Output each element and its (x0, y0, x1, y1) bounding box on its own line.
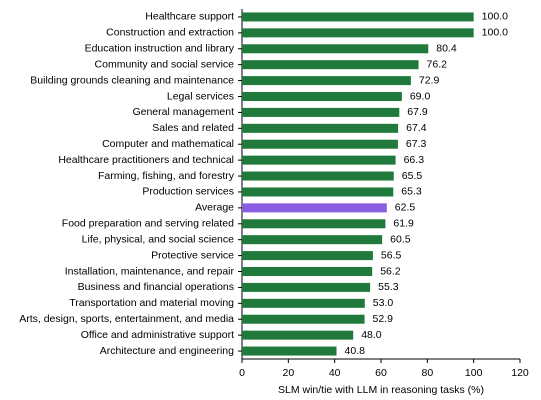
value-label: 72.9 (419, 74, 440, 86)
bar (242, 60, 419, 70)
y-tick-label: Healthcare support (145, 11, 234, 23)
bar (242, 219, 386, 229)
y-tick-label: Transportation and material moving (69, 297, 234, 309)
x-tick-label: 20 (282, 367, 294, 379)
value-label: 100.0 (482, 27, 508, 39)
value-label: 56.2 (380, 265, 401, 277)
bar (242, 123, 399, 133)
x-tick-label: 60 (375, 367, 387, 379)
x-tick-label: 120 (511, 367, 529, 379)
value-label: 69.0 (410, 90, 431, 102)
value-label: 40.8 (345, 345, 366, 357)
x-tick-label: 80 (421, 367, 433, 379)
bar (242, 12, 474, 22)
y-tick-label: Architecture and engineering (100, 345, 234, 357)
value-label: 100.0 (482, 11, 508, 23)
value-label: 60.5 (390, 233, 411, 245)
value-label: 76.2 (427, 58, 448, 70)
bar (242, 330, 354, 340)
x-tick-label: 40 (329, 367, 341, 379)
x-tick-label: 0 (239, 367, 245, 379)
y-tick-label: Protective service (151, 249, 234, 261)
value-label: 67.3 (406, 138, 427, 150)
y-tick-label: Sales and related (152, 122, 234, 134)
y-tick-label: Food preparation and serving related (62, 218, 234, 230)
y-tick-label: Computer and mathematical (102, 138, 234, 150)
value-label: 55.3 (378, 281, 399, 293)
y-tick-label: Installation, maintenance, and repair (65, 265, 235, 277)
bar (242, 92, 402, 101)
value-label: 80.4 (436, 43, 457, 55)
value-label: 67.9 (407, 106, 428, 118)
y-tick-label: Construction and extraction (106, 27, 234, 39)
value-label: 48.0 (361, 329, 382, 341)
bar (242, 235, 383, 245)
bar (242, 251, 373, 261)
y-tick-label: Office and administrative support (81, 329, 234, 341)
y-tick-label: Farming, fishing, and forestry (98, 170, 235, 182)
bar (242, 139, 398, 149)
value-label: 61.9 (393, 218, 414, 230)
bar (242, 155, 396, 165)
y-tick-label: Healthcare practitioners and technical (58, 154, 234, 166)
y-tick-label: Legal services (167, 90, 234, 102)
bar (242, 267, 373, 276)
bar (242, 28, 474, 38)
x-tick-label: 100 (465, 367, 483, 379)
y-tick-label: Building grounds cleaning and maintenanc… (30, 74, 234, 86)
bar (242, 346, 337, 356)
y-tick-label: Arts, design, sports, entertainment, and… (19, 313, 234, 325)
y-tick-label: Average (195, 202, 234, 214)
bar (242, 203, 387, 213)
bar (242, 44, 429, 54)
bar (242, 298, 365, 308)
bar (242, 107, 400, 117)
y-tick-label: Community and social service (95, 58, 235, 70)
value-label: 52.9 (373, 313, 394, 325)
x-axis-title: SLM win/tie with LLM in reasoning tasks … (278, 384, 484, 396)
bar (242, 187, 394, 197)
bar (242, 171, 394, 181)
value-label: 56.5 (381, 249, 402, 261)
y-tick-label: General management (132, 106, 234, 118)
y-tick-label: Production services (142, 186, 234, 198)
y-tick-label: Education instruction and library (85, 43, 235, 55)
value-label: 67.4 (406, 122, 427, 134)
bar (242, 314, 365, 324)
value-label: 62.5 (395, 202, 416, 214)
value-label: 53.0 (373, 297, 394, 309)
value-label: 66.3 (404, 154, 425, 166)
bar (242, 282, 371, 292)
value-label: 65.3 (401, 186, 422, 198)
y-tick-label: Life, physical, and social science (82, 233, 234, 245)
value-label: 65.5 (402, 170, 423, 182)
y-tick-label: Business and financial operations (78, 281, 234, 293)
bar (242, 76, 411, 86)
